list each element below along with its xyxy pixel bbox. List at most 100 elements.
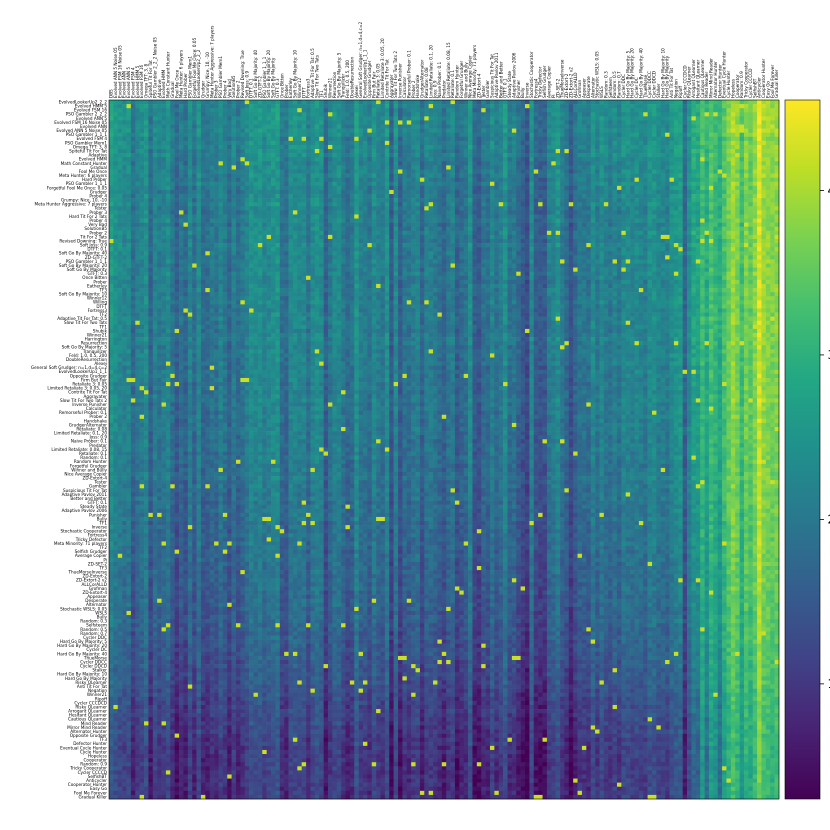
- heatmap-cell: [761, 108, 766, 112]
- heatmap-cell: [648, 214, 653, 218]
- heatmap-cell: [726, 210, 731, 214]
- heatmap-cell: [578, 202, 583, 206]
- heatmap-cell: [227, 100, 232, 104]
- heatmap-cell: [455, 120, 460, 124]
- heatmap-cell: [302, 214, 307, 218]
- heatmap-cell: [591, 112, 596, 116]
- heatmap-cell: [468, 125, 473, 129]
- heatmap-cell: [516, 202, 521, 206]
- heatmap-cell: [556, 149, 561, 153]
- heatmap-cell: [608, 206, 613, 210]
- heatmap-cell: [127, 133, 132, 137]
- heatmap-cell: [328, 206, 333, 210]
- heatmap-cell: [166, 108, 171, 112]
- heatmap-cell: [494, 100, 499, 104]
- heatmap-cell: [240, 186, 245, 190]
- heatmap-cell: [416, 223, 421, 227]
- heatmap-cell: [534, 214, 539, 218]
- heatmap-cell: [372, 161, 377, 165]
- heatmap-cell: [210, 194, 215, 198]
- heatmap-cell: [494, 198, 499, 202]
- heatmap-cell: [494, 149, 499, 153]
- heatmap-cell: [310, 112, 315, 116]
- heatmap-cell: [385, 108, 390, 112]
- heatmap-cell: [639, 178, 644, 182]
- heatmap-cell: [674, 202, 679, 206]
- heatmap-cell: [218, 210, 223, 214]
- heatmap-cell: [420, 112, 425, 116]
- heatmap-cell: [201, 174, 206, 178]
- heatmap-cell: [621, 112, 626, 116]
- heatmap-cell: [350, 206, 355, 210]
- heatmap-cell: [175, 178, 180, 182]
- heatmap-cell: [363, 108, 368, 112]
- heatmap-cell: [367, 178, 372, 182]
- heatmap-cell: [451, 137, 456, 141]
- heatmap-cell: [437, 223, 442, 227]
- heatmap-cell: [302, 129, 307, 133]
- heatmap-cell: [718, 141, 723, 145]
- heatmap-cell: [245, 219, 250, 223]
- heatmap-cell: [297, 202, 302, 206]
- heatmap-cell: [582, 178, 587, 182]
- heatmap-cell: [429, 178, 434, 182]
- heatmap-cell: [621, 145, 626, 149]
- heatmap-cell: [626, 112, 631, 116]
- heatmap-cell: [170, 137, 175, 141]
- heatmap-cell: [245, 174, 250, 178]
- heatmap-cell: [665, 190, 670, 194]
- heatmap-cell: [700, 133, 705, 137]
- heatmap-cell: [486, 190, 491, 194]
- heatmap-cell: [547, 202, 552, 206]
- heatmap-cell: [604, 174, 609, 178]
- heatmap-cell: [162, 198, 167, 202]
- heatmap-cell: [569, 165, 574, 169]
- heatmap-cell: [608, 100, 613, 104]
- heatmap-cell: [521, 141, 526, 145]
- heatmap-cell: [389, 116, 394, 120]
- heatmap-cell: [210, 223, 215, 227]
- heatmap-cell: [446, 194, 451, 198]
- heatmap-cell: [766, 141, 771, 145]
- heatmap-cell: [683, 169, 688, 173]
- heatmap-cell: [503, 202, 508, 206]
- heatmap-cell: [398, 198, 403, 202]
- heatmap-cell: [192, 112, 197, 116]
- heatmap-cell: [385, 194, 390, 198]
- heatmap-cell: [661, 161, 666, 165]
- heatmap-cell: [722, 161, 727, 165]
- heatmap-cell: [372, 141, 377, 145]
- heatmap-cell: [451, 178, 456, 182]
- heatmap-cell: [722, 149, 727, 153]
- heatmap-cell: [328, 100, 333, 104]
- heatmap-cell: [280, 194, 285, 198]
- heatmap-cell: [674, 194, 679, 198]
- heatmap-cell: [582, 125, 587, 129]
- heatmap-cell: [218, 182, 223, 186]
- heatmap-cell: [122, 104, 127, 108]
- heatmap-cell: [442, 141, 447, 145]
- heatmap-cell: [499, 186, 504, 190]
- heatmap-cell: [131, 190, 136, 194]
- heatmap-cell: [262, 198, 267, 202]
- heatmap-cell: [613, 104, 618, 108]
- heatmap-cell: [433, 149, 438, 153]
- heatmap-cell: [271, 161, 276, 165]
- heatmap-cell: [508, 129, 513, 133]
- heatmap-cell: [560, 157, 565, 161]
- heatmap-cell: [249, 206, 254, 210]
- heatmap-cell: [319, 210, 324, 214]
- heatmap-cell: [705, 194, 710, 198]
- heatmap-cell: [705, 202, 710, 206]
- heatmap-cell: [464, 223, 469, 227]
- heatmap-cell: [350, 129, 355, 133]
- heatmap-cell: [591, 194, 596, 198]
- heatmap-cell: [131, 104, 136, 108]
- column-tick-label: Gradual Killer: [774, 69, 779, 98]
- heatmap-cell: [652, 108, 657, 112]
- heatmap-cell: [337, 157, 342, 161]
- heatmap-cell: [429, 157, 434, 161]
- heatmap-cell: [210, 137, 215, 141]
- heatmap-cell: [280, 153, 285, 157]
- heatmap-cell: [254, 202, 259, 206]
